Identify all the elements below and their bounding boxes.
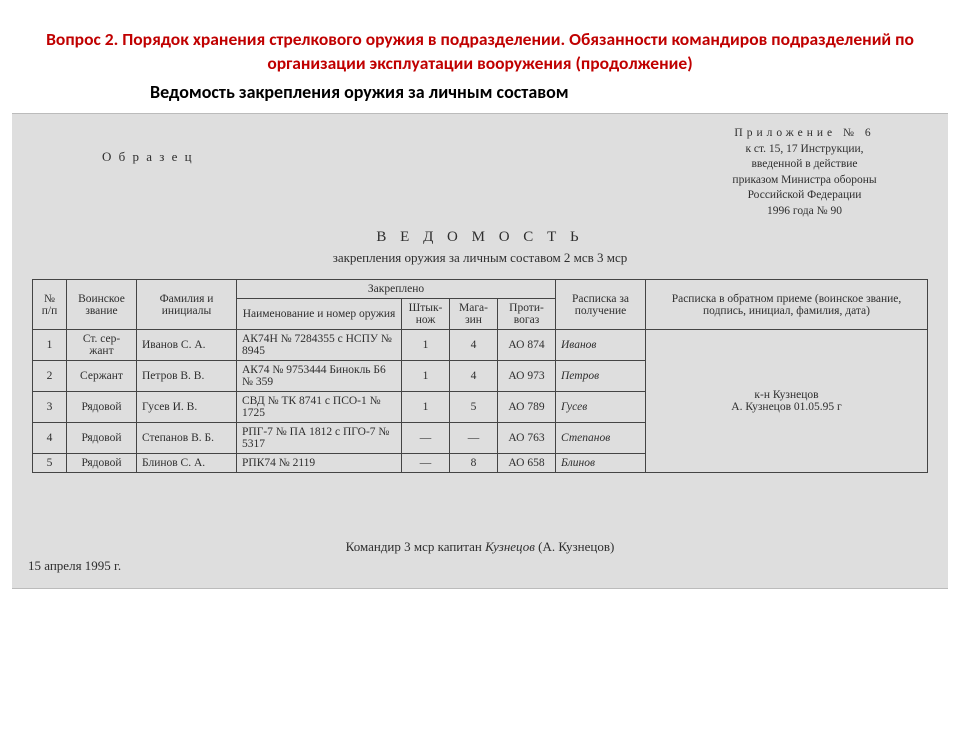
th-fio: Фамилия и инициалы bbox=[137, 280, 237, 330]
cell-receipt: Блинов bbox=[556, 454, 646, 473]
cell-gasmask: АО 789 bbox=[498, 392, 556, 423]
appendix-block: Приложение № 6 к ст. 15, 17 Инструкции, … bbox=[697, 126, 912, 219]
table-row: 1 Ст. сер-жант Иванов С. А. АК74Н № 7284… bbox=[33, 330, 928, 361]
cell-mag: 5 bbox=[450, 392, 498, 423]
cell-receipt: Иванов bbox=[556, 330, 646, 361]
appendix-line: к ст. 15, 17 Инструкции, bbox=[697, 142, 912, 158]
cell-rank: Рядовой bbox=[67, 392, 137, 423]
cell-n: 4 bbox=[33, 423, 67, 454]
cell-rank: Сержант bbox=[67, 361, 137, 392]
th-assigned: Закреплено bbox=[237, 280, 556, 299]
doc-subheading: закрепления оружия за личным составом 2 … bbox=[12, 250, 948, 266]
cell-weapon: РПК74 № 2119 bbox=[237, 454, 402, 473]
cell-receipt: Степанов bbox=[556, 423, 646, 454]
cell-weapon: АК74Н № 7284355 с НСПУ № 8945 bbox=[237, 330, 402, 361]
appendix-line: приказом Министра обороны bbox=[697, 173, 912, 189]
commander-line: Командир 3 мср капитан Кузнецов (А. Кузн… bbox=[12, 539, 948, 555]
cell-mag: 8 bbox=[450, 454, 498, 473]
th-weapon: Наименование и номер оружия bbox=[237, 299, 402, 330]
th-bayonet: Штык-нож bbox=[402, 299, 450, 330]
sample-label: О б р а з е ц bbox=[102, 149, 194, 165]
cell-fio: Блинов С. А. bbox=[137, 454, 237, 473]
cell-rank: Рядовой bbox=[67, 423, 137, 454]
doc-date: 15 апреля 1995 г. bbox=[28, 558, 121, 574]
th-nn: № п/п bbox=[33, 280, 67, 330]
cell-fio: Иванов С. А. bbox=[137, 330, 237, 361]
cell-weapon: РПГ-7 № ПА 1812 с ПГО-7 № 5317 bbox=[237, 423, 402, 454]
return-line: А. Кузнецов 01.05.95 г bbox=[731, 401, 841, 413]
cell-bayonet: 1 bbox=[402, 361, 450, 392]
commander-post: (А. Кузнецов) bbox=[535, 539, 614, 554]
th-rank: Воинское звание bbox=[67, 280, 137, 330]
cell-n: 1 bbox=[33, 330, 67, 361]
cell-gasmask: АО 874 bbox=[498, 330, 556, 361]
th-receipt: Расписка за получение bbox=[556, 280, 646, 330]
th-gasmask: Проти-вогаз bbox=[498, 299, 556, 330]
cell-mag: — bbox=[450, 423, 498, 454]
document-scan: О б р а з е ц Приложение № 6 к ст. 15, 1… bbox=[12, 113, 948, 589]
appendix-line: Российской Федерации bbox=[697, 188, 912, 204]
cell-mag: 4 bbox=[450, 330, 498, 361]
cell-fio: Петров В. В. bbox=[137, 361, 237, 392]
cell-n: 3 bbox=[33, 392, 67, 423]
cell-rank: Рядовой bbox=[67, 454, 137, 473]
slide-subtitle: Ведомость закрепления оружия за личным с… bbox=[40, 81, 920, 103]
commander-signature: Кузнецов bbox=[485, 539, 535, 554]
th-return: Расписка в обратном приеме (воинское зва… bbox=[646, 280, 928, 330]
cell-return: к-н Кузнецов А. Кузнецов 01.05.95 г bbox=[646, 330, 928, 473]
cell-bayonet: 1 bbox=[402, 392, 450, 423]
cell-bayonet: — bbox=[402, 423, 450, 454]
cell-bayonet: — bbox=[402, 454, 450, 473]
commander-pre: Командир 3 мср капитан bbox=[346, 539, 485, 554]
cell-mag: 4 bbox=[450, 361, 498, 392]
return-line: к-н Кузнецов bbox=[754, 389, 818, 401]
appendix-line: Приложение № 6 bbox=[697, 126, 912, 142]
cell-receipt: Гусев bbox=[556, 392, 646, 423]
cell-gasmask: АО 658 bbox=[498, 454, 556, 473]
appendix-line: 1996 года № 90 bbox=[697, 204, 912, 220]
cell-fio: Степанов В. Б. bbox=[137, 423, 237, 454]
cell-weapon: СВД № ТК 8741 с ПСО-1 № 1725 bbox=[237, 392, 402, 423]
th-mag: Мага-зин bbox=[450, 299, 498, 330]
cell-gasmask: АО 763 bbox=[498, 423, 556, 454]
cell-rank: Ст. сер-жант bbox=[67, 330, 137, 361]
cell-bayonet: 1 bbox=[402, 330, 450, 361]
appendix-line: введенной в действие bbox=[697, 157, 912, 173]
cell-n: 2 bbox=[33, 361, 67, 392]
cell-receipt: Петров bbox=[556, 361, 646, 392]
weapons-table: № п/п Воинское звание Фамилия и инициалы… bbox=[32, 279, 928, 473]
slide-title: Вопрос 2. Порядок хранения стрелкового о… bbox=[40, 28, 920, 75]
cell-weapon: АК74 № 9753444 Бинокль Б6 № 359 bbox=[237, 361, 402, 392]
cell-gasmask: АО 973 bbox=[498, 361, 556, 392]
doc-heading: В Е Д О М О С Т Ь bbox=[12, 229, 948, 246]
cell-n: 5 bbox=[33, 454, 67, 473]
cell-fio: Гусев И. В. bbox=[137, 392, 237, 423]
